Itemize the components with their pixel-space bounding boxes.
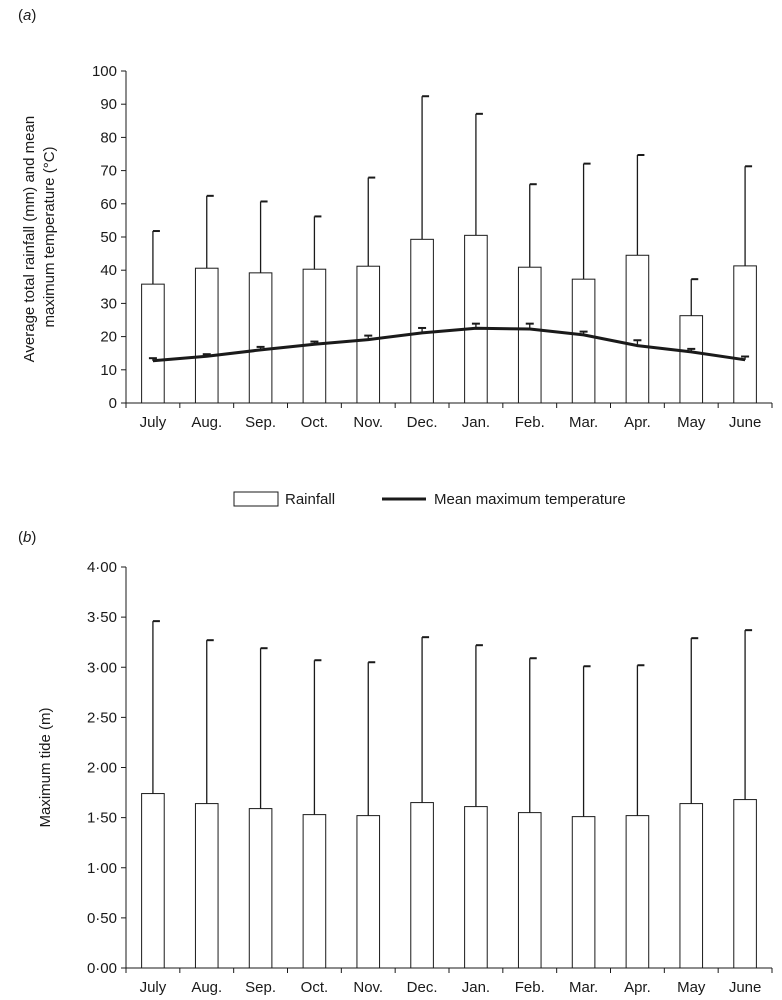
- chart-a-x-tick-label: July: [140, 414, 167, 431]
- chart-b-bar: [248, 808, 273, 969]
- panel-b-label-open: (: [18, 529, 23, 546]
- chart-b-x-tick-label: Sep.: [245, 979, 276, 996]
- chart-a-bar: [194, 267, 219, 404]
- chart-b-y-tick-label: 4·00: [87, 559, 117, 576]
- legend: Rainfall Mean maximum temperature: [233, 491, 626, 508]
- chart-a-y-tick-label: 80: [100, 129, 117, 146]
- chart-b-x-tick-label: Apr.: [624, 979, 651, 996]
- chart-b-y-tick-label: 1·00: [87, 860, 117, 877]
- panel-a-label: (a): [18, 7, 36, 24]
- chart-b-y-tick-label: 3·00: [87, 659, 117, 676]
- chart-a-y-tick-label: 100: [92, 63, 117, 80]
- panel-b-label-letter: b: [23, 529, 31, 546]
- chart-a-bar: [517, 266, 542, 404]
- chart-b-bar: [625, 815, 650, 969]
- chart-a-x-tick-label: Apr.: [624, 414, 651, 431]
- chart-a-x-tick-label: June: [729, 414, 762, 431]
- chart-b-bar: [679, 803, 704, 969]
- chart-b-x-tick-label: Oct.: [301, 979, 329, 996]
- chart-b-x-tick-label: July: [140, 979, 167, 996]
- chart-a-y-tick-label: 40: [100, 262, 117, 279]
- maximum-tide-chart: 0·00 0·50 1·00 1·50 2·00 2·50 3·00 3·50 4·00 July…: [87, 559, 773, 996]
- chart-a-y-tick-label: 50: [100, 229, 117, 246]
- chart-a-x-tick-label: May: [677, 414, 706, 431]
- chart-a-x-tick-label: Feb.: [515, 414, 545, 431]
- chart-a-x-tick-label: Aug.: [191, 414, 222, 431]
- chart-a-ylabel: Average total rainfall (mm) and mean max…: [21, 112, 58, 363]
- chart-b-x-tick-label: Feb.: [515, 979, 545, 996]
- legend-temperature-label: Mean maximum temperature: [434, 491, 626, 508]
- chart-b-bar: [733, 799, 757, 969]
- chart-a-x-tick-label: Mar.: [569, 414, 598, 431]
- chart-b-x-tick-label: June: [729, 979, 762, 996]
- chart-b-bar: [141, 793, 165, 969]
- legend-rainfall-swatch: [233, 491, 279, 507]
- chart-b-x-tick-label: Jan.: [462, 979, 490, 996]
- chart-a-bar: [679, 315, 704, 404]
- chart-a-bar: [248, 272, 273, 404]
- chart-a-bar: [302, 268, 327, 404]
- chart-b-bar: [410, 802, 434, 969]
- chart-a-y-tick-label: 90: [100, 96, 117, 113]
- chart-a-y-tick-label: 30: [100, 295, 117, 312]
- chart-b-x-tick-label: Aug.: [191, 979, 222, 996]
- chart-b-y-tick-label: 3·50: [87, 609, 117, 626]
- chart-b-bar: [194, 803, 219, 969]
- panel-a-label-open: (: [18, 7, 23, 24]
- chart-b-y-tick-label: 0·50: [87, 910, 117, 927]
- chart-b-bar: [464, 806, 488, 969]
- chart-b-ylabel: Maximum tide (m): [37, 707, 54, 827]
- chart-a-ylabel-line1: Average total rainfall (mm) and mean: [21, 116, 38, 363]
- chart-a-ylabel-line2: maximum temperature (°C): [41, 146, 58, 327]
- chart-a-y-tick-label: 60: [100, 196, 117, 213]
- panel-a-label-letter: a: [23, 7, 31, 24]
- chart-b-y-tick-label: 2·50: [87, 709, 117, 726]
- chart-b-x-tick-label: Mar.: [569, 979, 598, 996]
- chart-a-x-tick-label: Nov.: [353, 414, 383, 431]
- chart-a-x-tick-label: Oct.: [301, 414, 329, 431]
- chart-a-bar: [410, 238, 434, 404]
- panel-a-label-close: ): [31, 7, 36, 24]
- chart-b-y-tick-label: 2·00: [87, 760, 117, 777]
- chart-a-bar: [464, 234, 488, 404]
- chart-a-temperature-line: [152, 326, 746, 363]
- chart-b-bar: [356, 815, 381, 969]
- chart-a-x-tick-label: Dec.: [407, 414, 438, 431]
- chart-a-y-tick-label: 10: [100, 362, 117, 379]
- legend-rainfall-label: Rainfall: [285, 491, 335, 508]
- chart-a-bar: [625, 254, 650, 404]
- chart-a-bar: [733, 265, 757, 404]
- chart-b-bar: [571, 816, 596, 969]
- chart-b-y-tick-label: 0·00: [87, 960, 117, 977]
- chart-b-x-tick-label: Nov.: [353, 979, 383, 996]
- rainfall-temperature-chart: 0 10 20 30 40 50 60 70 80 90 100 July Aug. Sep. Oct. No…: [92, 63, 773, 431]
- chart-a-bar: [141, 283, 165, 404]
- chart-a-y-tick-label: 20: [100, 329, 117, 346]
- chart-b-y-tick-label: 1·50: [87, 810, 117, 827]
- chart-a-y-tick-label: 0: [109, 395, 117, 412]
- chart-a-y-tick-label: 70: [100, 163, 117, 180]
- chart-b-x-tick-label: Dec.: [407, 979, 438, 996]
- chart-b-bar: [517, 812, 542, 969]
- chart-b-x-tick-label: May: [677, 979, 706, 996]
- chart-a-bar: [571, 278, 596, 404]
- chart-a-x-tick-label: Jan.: [462, 414, 490, 431]
- chart-b-bar: [302, 814, 327, 969]
- chart-a-x-tick-label: Sep.: [245, 414, 276, 431]
- panel-b-label-close: ): [31, 529, 36, 546]
- panel-b-label: (b): [18, 529, 36, 546]
